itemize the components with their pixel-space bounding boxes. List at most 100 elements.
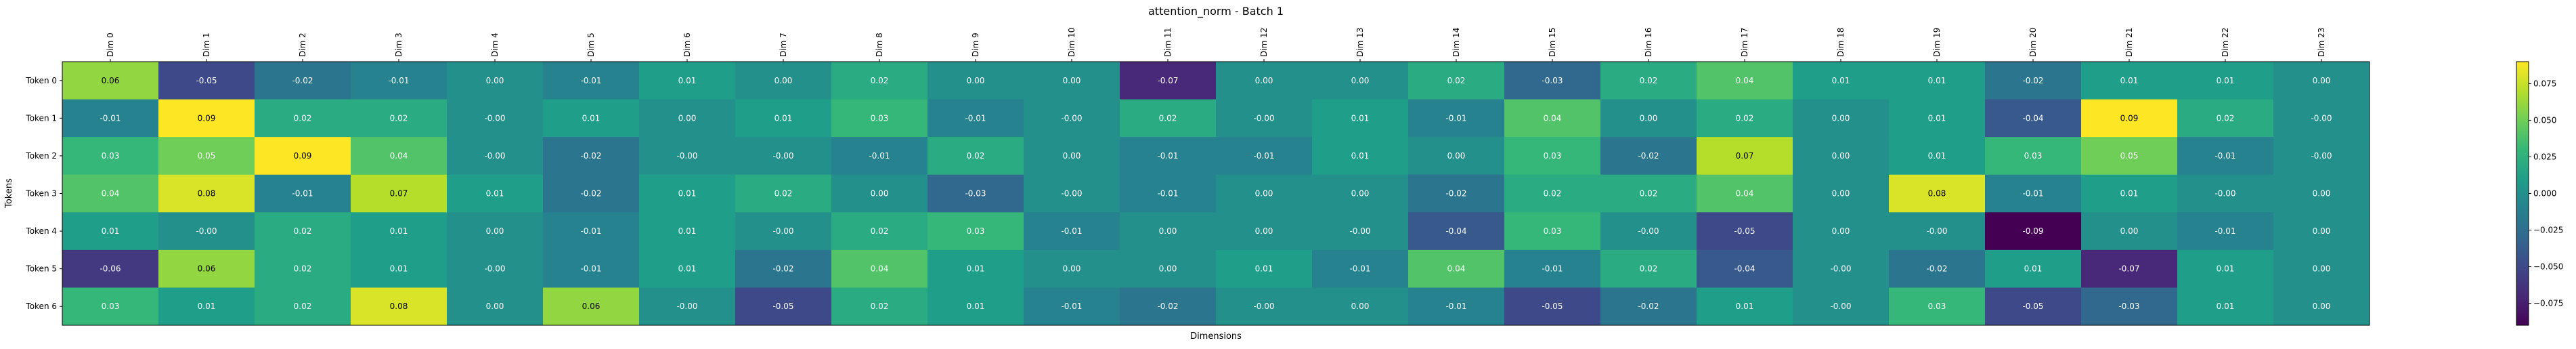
heatmap-cell xyxy=(1504,212,1601,251)
cell-value-label: -0.00 xyxy=(772,226,793,236)
cell-value-label: 0.00 xyxy=(1351,302,1370,311)
x-tick-label: Dim 15 xyxy=(1548,28,1557,57)
x-tick-label: Dim 19 xyxy=(1932,28,1942,57)
cell-value-label: -0.00 xyxy=(772,151,793,161)
heatmap-cell xyxy=(1120,212,1217,251)
cell-value-label: 0.02 xyxy=(294,264,312,274)
cell-value-label: 0.01 xyxy=(2217,264,2235,274)
heatmap-cell xyxy=(543,249,640,288)
cell-value-label: 0.07 xyxy=(390,189,408,199)
heatmap-cell xyxy=(158,212,255,251)
heatmap-cell xyxy=(1120,62,1217,100)
heatmap-cell xyxy=(1408,287,1505,326)
heatmap-cell xyxy=(2177,62,2274,100)
heatmap-cell xyxy=(1216,249,1313,288)
cell-value-label: 0.00 xyxy=(871,189,889,199)
heatmap-cell xyxy=(447,174,544,213)
cell-value-label: -0.01 xyxy=(965,113,986,123)
heatmap-cell xyxy=(2273,174,2370,213)
heatmap-cell xyxy=(1024,212,1120,251)
heatmap-cell xyxy=(1985,287,2082,326)
heatmap-cell xyxy=(2081,99,2178,138)
heatmap-cell xyxy=(62,287,159,326)
heatmap-cell xyxy=(447,137,544,176)
cell-value-label: 0.02 xyxy=(2217,113,2235,123)
cell-value-label: 0.03 xyxy=(1544,151,1562,161)
cell-value-label: 0.04 xyxy=(1544,113,1562,123)
heatmap-cell xyxy=(1504,249,1601,288)
cell-value-label: -0.00 xyxy=(2214,189,2235,199)
cell-value-label: -0.02 xyxy=(580,189,601,199)
heatmap-cell xyxy=(158,62,255,100)
heatmap-cell xyxy=(2273,137,2370,176)
heatmap-cell xyxy=(255,137,351,176)
heatmap-cell xyxy=(1793,137,1890,176)
heatmap-cell xyxy=(1697,249,1793,288)
cell-value-label: -0.04 xyxy=(2022,113,2043,123)
cell-value-label: -0.01 xyxy=(1349,264,1370,274)
cell-value-label: 0.04 xyxy=(1447,264,1466,274)
heatmap-cell xyxy=(62,174,159,213)
heatmap-cell xyxy=(255,212,351,251)
heatmap-cell xyxy=(639,287,736,326)
heatmap-cell xyxy=(1408,62,1505,100)
cell-value-label: 0.00 xyxy=(1159,264,1177,274)
cell-value-label: -0.01 xyxy=(1445,302,1466,311)
heatmap-cell xyxy=(1985,62,2082,100)
x-tick-label: Dim 11 xyxy=(1163,28,1173,57)
heatmap-cell xyxy=(2177,287,2274,326)
heatmap-cell xyxy=(158,287,255,326)
cell-value-label: -0.02 xyxy=(2022,76,2043,85)
heatmap-cell xyxy=(1697,212,1793,251)
cell-value-label: 0.03 xyxy=(871,113,889,123)
heatmap-cell xyxy=(1120,137,1217,176)
heatmap-cell xyxy=(1312,99,1409,138)
x-tick-label: Dim 12 xyxy=(1259,28,1269,57)
cell-value-label: 0.01 xyxy=(2217,302,2235,311)
heatmap-cell xyxy=(2273,287,2370,326)
heatmap-cell xyxy=(255,99,351,138)
cell-value-label: -0.04 xyxy=(1445,226,1466,236)
heatmap-cell xyxy=(2177,212,2274,251)
x-tick-label: Dim 14 xyxy=(1451,28,1461,57)
heatmap-cell xyxy=(2081,137,2178,176)
colorbar-tick-label: 0.025 xyxy=(2533,152,2556,161)
heatmap-cell xyxy=(2177,99,2274,138)
heatmap-cell xyxy=(735,99,832,138)
heatmap-cell xyxy=(1985,137,2082,176)
cell-value-label: -0.00 xyxy=(676,151,697,161)
cell-value-label: -0.01 xyxy=(292,189,313,199)
x-tick-label: Dim 23 xyxy=(2317,28,2326,57)
heatmap-cell xyxy=(1600,99,1697,138)
cell-value-label: 0.00 xyxy=(967,76,985,85)
cell-value-label: 0.01 xyxy=(678,226,697,236)
x-tick-label: Dim 21 xyxy=(2124,28,2134,57)
heatmap-cell xyxy=(927,174,1024,213)
cell-value-label: -0.02 xyxy=(1157,302,1178,311)
heatmap-cell xyxy=(2273,99,2370,138)
heatmap-cell xyxy=(2177,174,2274,213)
y-tick-label: Token 5 xyxy=(25,264,57,274)
heatmap-cell xyxy=(158,137,255,176)
heatmap-cell xyxy=(351,62,447,100)
colorbar-tick-label: −0.025 xyxy=(2533,226,2563,235)
cell-value-label: -0.01 xyxy=(2214,151,2235,161)
cell-value-label: 0.02 xyxy=(774,189,793,199)
heatmap-cell xyxy=(831,212,928,251)
heatmap-cell xyxy=(1408,249,1505,288)
heatmap-cell xyxy=(2081,212,2178,251)
cell-value-label: 0.03 xyxy=(967,226,985,236)
cell-value-label: -0.09 xyxy=(2022,226,2043,236)
heatmap-cell xyxy=(158,249,255,288)
heatmap-cell xyxy=(1312,249,1409,288)
cell-value-label: 0.01 xyxy=(582,113,601,123)
y-tick-label: Token 2 xyxy=(25,151,57,161)
heatmap-cell xyxy=(831,62,928,100)
cell-value-label: 0.00 xyxy=(1063,264,1081,274)
cell-value-label: 0.00 xyxy=(1255,226,1273,236)
cell-value-label: 0.03 xyxy=(102,302,120,311)
cell-value-label: 0.05 xyxy=(198,151,216,161)
x-tick-label: Dim 22 xyxy=(2221,28,2230,57)
heatmap-cell xyxy=(1312,62,1409,100)
